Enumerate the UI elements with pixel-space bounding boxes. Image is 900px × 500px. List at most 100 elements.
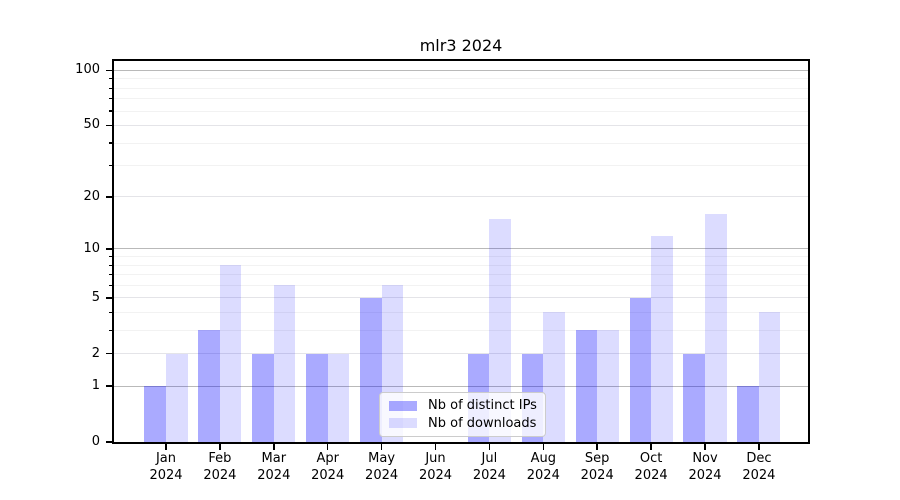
y-minor-tick-mark — [108, 98, 112, 100]
bar-distinct-ips-apr — [306, 353, 328, 442]
x-tick-year: 2024 — [311, 468, 345, 483]
x-tick-year: 2024 — [688, 468, 722, 483]
bar-downloads-aug — [543, 312, 565, 442]
bar-downloads-dec — [758, 312, 781, 442]
y-minor-tick-mark — [108, 329, 112, 331]
bar-downloads-feb — [219, 265, 242, 442]
bar-downloads-oct — [651, 235, 673, 442]
y-gridline — [114, 87, 808, 89]
y-minor-tick-mark — [108, 256, 112, 258]
y-gridline — [114, 78, 808, 80]
legend-item: Nb of downloads — [389, 416, 536, 431]
y-minor-tick-mark — [108, 164, 112, 167]
x-tick-mark — [380, 444, 383, 450]
y-gridline — [114, 248, 808, 250]
y-gridline — [114, 329, 808, 331]
x-tick-label: Feb 2024 — [180, 450, 260, 484]
x-tick-year: 2024 — [418, 468, 453, 483]
y-gridline — [114, 274, 808, 276]
x-tick-month: Mar — [261, 451, 287, 466]
y-tick-label: 20 — [83, 188, 100, 204]
y-tick-label: 100 — [75, 62, 100, 78]
y-tick-mark — [106, 352, 112, 355]
y-minor-tick-mark — [108, 78, 112, 80]
legend-label: Nb of distinct IPs — [428, 398, 537, 414]
bar-downloads-jan — [166, 353, 188, 442]
x-tick-month: Jul — [481, 451, 498, 466]
x-tick-label: Jul 2024 — [449, 450, 529, 484]
x-tick-month: Jan — [155, 451, 177, 466]
y-gridline — [114, 142, 808, 144]
x-tick-month: Apr — [316, 451, 339, 466]
x-tick-year: 2024 — [526, 468, 560, 483]
y-minor-tick-mark — [108, 264, 112, 266]
x-tick-mark — [165, 444, 167, 450]
legend: Nb of distinct IPs Nb of downloads — [379, 392, 546, 437]
x-tick-mark — [434, 444, 437, 450]
bar-distinct-ips-dec — [737, 386, 759, 442]
y-tick-label: 50 — [83, 117, 100, 133]
y-tick-label: 1 — [91, 378, 100, 394]
y-gridline — [114, 297, 808, 299]
y-minor-tick-mark — [108, 142, 112, 144]
y-tick-mark — [106, 296, 112, 299]
legend-swatch-icon — [389, 400, 417, 411]
x-tick-month: Dec — [746, 451, 772, 466]
y-gridline — [114, 256, 808, 258]
y-gridline — [114, 98, 808, 100]
y-gridline — [114, 165, 808, 167]
y-tick-mark — [106, 124, 112, 127]
bar-distinct-ips-may — [360, 297, 382, 442]
x-tick-mark — [758, 444, 760, 450]
y-gridline — [114, 311, 808, 313]
bar-downloads-sep — [597, 330, 619, 442]
x-tick-year: 2024 — [580, 468, 614, 483]
y-gridline — [114, 196, 808, 198]
x-tick-month: Aug — [530, 451, 556, 466]
x-tick-month: Feb — [208, 451, 232, 466]
x-tick-mark — [542, 444, 545, 450]
x-tick-label: Oct 2024 — [611, 450, 691, 484]
x-tick-label: Nov 2024 — [665, 450, 745, 484]
y-gridline — [114, 69, 808, 71]
bar-distinct-ips-mar — [252, 353, 274, 442]
x-tick-month: Jun — [425, 451, 446, 466]
y-tick-mark — [106, 196, 112, 198]
x-tick-year: 2024 — [203, 468, 237, 483]
y-tick-mark — [106, 441, 112, 443]
y-gridline — [114, 110, 808, 112]
x-tick-month: Nov — [692, 451, 718, 466]
chart-title: mlr3 2024 — [419, 36, 503, 55]
y-tick-mark — [106, 385, 112, 387]
x-tick-mark — [273, 444, 275, 450]
x-tick-label: Dec 2024 — [719, 450, 799, 484]
y-tick-mark — [106, 248, 112, 250]
bar-distinct-ips-feb — [198, 330, 220, 442]
y-tick-mark — [106, 69, 112, 72]
bar-distinct-ips-nov — [683, 353, 705, 442]
y-gridline — [114, 264, 808, 266]
x-tick-label: Mar 2024 — [234, 450, 314, 484]
bar-downloads-mar — [273, 285, 296, 442]
y-minor-tick-mark — [108, 311, 112, 314]
y-gridline — [114, 353, 808, 355]
x-tick-mark — [650, 444, 652, 450]
x-tick-mark — [704, 444, 706, 450]
x-tick-label: Jan 2024 — [126, 450, 206, 484]
y-gridline — [114, 385, 808, 387]
y-tick-label: 5 — [91, 289, 100, 305]
x-tick-year: 2024 — [149, 468, 183, 483]
x-tick-year: 2024 — [257, 468, 291, 483]
x-tick-year: 2024 — [634, 468, 668, 483]
y-tick-label: 0 — [91, 434, 100, 449]
x-tick-label: May 2024 — [342, 450, 422, 484]
x-tick-year: 2024 — [742, 468, 776, 483]
x-tick-month: Sep — [584, 451, 610, 466]
bar-distinct-ips-oct — [629, 297, 652, 442]
x-tick-label: Aug 2024 — [503, 450, 583, 484]
x-tick-label: Jun 2024 — [396, 450, 476, 484]
bar-distinct-ips-jan — [144, 386, 166, 442]
y-minor-tick-mark — [108, 284, 112, 286]
x-tick-year: 2024 — [472, 468, 506, 483]
